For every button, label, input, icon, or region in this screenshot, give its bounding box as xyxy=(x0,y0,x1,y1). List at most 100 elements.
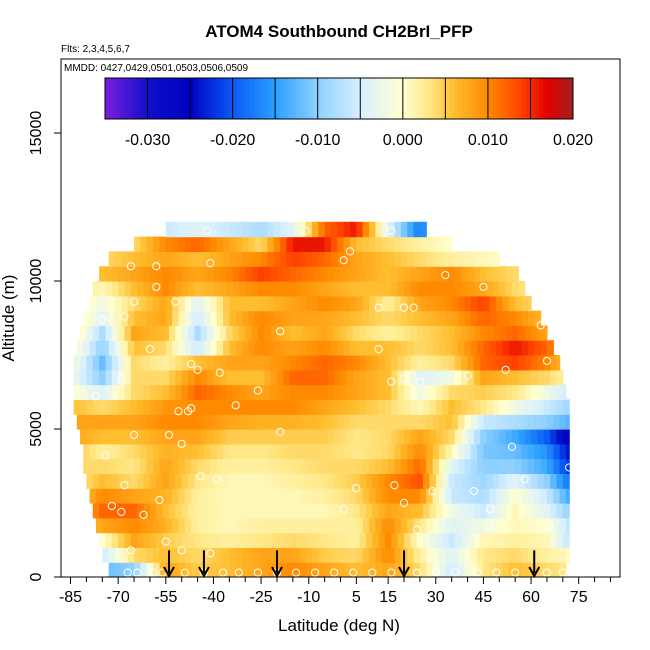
heat-cell xyxy=(162,281,170,297)
heat-cell xyxy=(140,295,148,312)
colorbar-cell xyxy=(466,78,472,119)
sample-point xyxy=(374,344,383,354)
colorbar-cell xyxy=(275,78,280,119)
heat-cell xyxy=(153,547,161,563)
heat-cell xyxy=(378,532,386,548)
heat-cell xyxy=(353,503,361,519)
colorbar-cell xyxy=(232,78,238,119)
heat-cell xyxy=(353,384,361,400)
heat-cell xyxy=(254,221,262,238)
sample-point xyxy=(349,568,358,577)
heat-cell xyxy=(410,429,418,445)
heat-cell xyxy=(518,355,526,371)
heat-cell xyxy=(308,503,316,519)
heat-cell xyxy=(83,310,91,326)
colorbar-cell xyxy=(151,78,157,119)
heat-cell xyxy=(442,503,450,519)
heat-cell xyxy=(515,340,523,356)
heat-cell xyxy=(292,236,300,252)
heat-cell xyxy=(226,532,234,548)
heat-cell xyxy=(156,369,164,386)
heat-cell xyxy=(365,429,373,445)
heat-cell xyxy=(168,266,176,282)
heat-cell xyxy=(108,310,116,326)
heat-cell xyxy=(143,429,151,445)
profile-arrow xyxy=(528,550,541,579)
heat-cell xyxy=(276,369,284,386)
heat-cell xyxy=(267,547,275,563)
heat-cell xyxy=(365,281,373,297)
heat-cell xyxy=(181,473,189,489)
heat-cell xyxy=(280,488,288,504)
heat-cell xyxy=(245,325,253,341)
heat-cell xyxy=(111,281,119,297)
heat-cell xyxy=(321,429,329,445)
heat-cell xyxy=(477,547,485,563)
heat-cell xyxy=(486,369,494,386)
heat-cell xyxy=(191,443,199,460)
colorbar-cell xyxy=(483,78,489,119)
heat-cell xyxy=(473,281,481,297)
heat-cell xyxy=(537,503,545,519)
heat-cell xyxy=(289,429,297,445)
heat-cell xyxy=(423,384,431,400)
heat-cell xyxy=(343,547,351,563)
colorbar-cell xyxy=(173,78,178,119)
heat-cell xyxy=(518,399,526,415)
heat-cell xyxy=(264,325,272,341)
heat-cell xyxy=(302,473,310,489)
heat-cell xyxy=(426,443,434,460)
heat-cell xyxy=(292,443,300,460)
heat-cell xyxy=(521,517,529,534)
heat-cell xyxy=(372,355,380,371)
heat-cell xyxy=(562,503,570,519)
heat-cell xyxy=(302,532,310,548)
heat-cell xyxy=(80,369,88,386)
colorbar-cell xyxy=(521,78,527,119)
heat-cell xyxy=(311,562,319,577)
heat-cell xyxy=(346,369,354,386)
heat-cell xyxy=(302,399,310,415)
heat-cell xyxy=(423,325,431,341)
heat-cell xyxy=(381,251,389,267)
heat-cell xyxy=(369,340,377,356)
heat-cell xyxy=(264,429,272,445)
heat-cell xyxy=(445,458,453,474)
heat-cell xyxy=(121,251,129,267)
heat-cell xyxy=(159,236,167,252)
heat-cell xyxy=(305,517,313,534)
heat-cell xyxy=(124,399,132,415)
heat-cell xyxy=(229,340,237,356)
heat-cell xyxy=(480,532,488,548)
colorbar-cell xyxy=(470,78,476,119)
heat-cell xyxy=(527,310,535,326)
heat-cell xyxy=(200,355,208,371)
heat-cell xyxy=(149,355,157,371)
heat-cell xyxy=(149,369,157,386)
heat-cell xyxy=(407,236,415,252)
heat-cell xyxy=(448,399,456,415)
heat-cell xyxy=(203,517,211,534)
heat-cell xyxy=(305,458,313,474)
heat-cell xyxy=(302,325,310,341)
heat-cell xyxy=(499,266,507,282)
y-axis-label: Altitude (m) xyxy=(0,275,18,362)
sample-point xyxy=(133,568,142,577)
heat-cell xyxy=(305,295,313,312)
heat-cell xyxy=(296,266,303,282)
heat-cell xyxy=(483,547,491,563)
heatmap-field xyxy=(73,221,570,577)
heat-cell xyxy=(404,325,411,341)
heat-cell xyxy=(168,384,176,400)
heat-cell xyxy=(118,266,126,282)
colorbar-cell xyxy=(262,78,268,119)
heat-cell xyxy=(470,251,478,267)
heat-cell xyxy=(229,517,237,534)
heat-cell xyxy=(369,517,377,534)
heat-cell xyxy=(330,517,338,534)
heat-cell xyxy=(86,355,94,371)
heat-cell xyxy=(343,488,351,504)
heat-cell xyxy=(378,355,386,371)
heat-cell xyxy=(454,266,462,282)
heat-cell xyxy=(432,414,440,430)
